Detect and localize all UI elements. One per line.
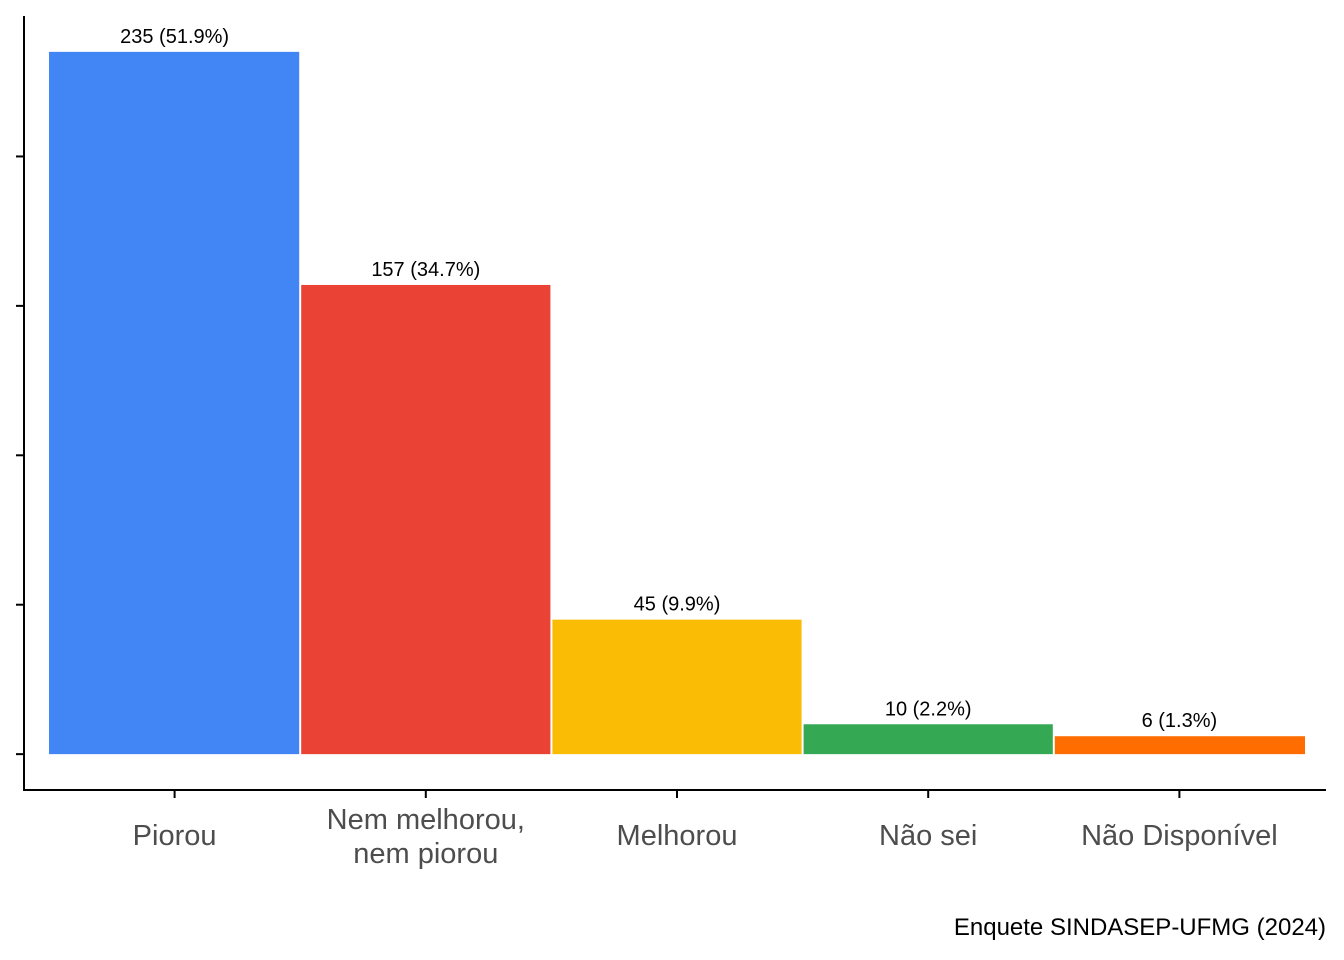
- chart-caption: Enquete SINDASEP-UFMG (2024): [953, 914, 1326, 941]
- bar-4: [803, 724, 1053, 755]
- x-tick-label: Não Disponível: [1081, 820, 1278, 852]
- x-tick-label: Não sei: [879, 820, 977, 852]
- bar-2: [301, 284, 551, 755]
- x-tick-label: Nem melhorou, nem piorou: [327, 804, 525, 870]
- bar-1: [49, 51, 300, 755]
- bar-value-label: 235 (51.9%): [120, 26, 229, 48]
- bar-value-label: 10 (2.2%): [885, 698, 972, 720]
- x-tick-label: Piorou: [133, 820, 217, 852]
- bar-value-label: 157 (34.7%): [371, 259, 480, 281]
- bar-labels-group: 235 (51.9%) 157 (34.7%) 45 (9.9%) 10 (2.2%)…: [120, 26, 1217, 732]
- bar-value-label: 6 (1.3%): [1142, 710, 1218, 732]
- x-tick-label: Melhorou: [617, 820, 738, 852]
- bar-5: [1054, 736, 1305, 755]
- axes-group: [16, 16, 1326, 798]
- x-tick-labels-group: Piorou Nem melhorou, nem piorou Melhorou Não…: [133, 804, 1278, 870]
- bar-3: [552, 619, 802, 755]
- bars-group: [49, 51, 1305, 755]
- bar-value-label: 45 (9.9%): [634, 594, 721, 616]
